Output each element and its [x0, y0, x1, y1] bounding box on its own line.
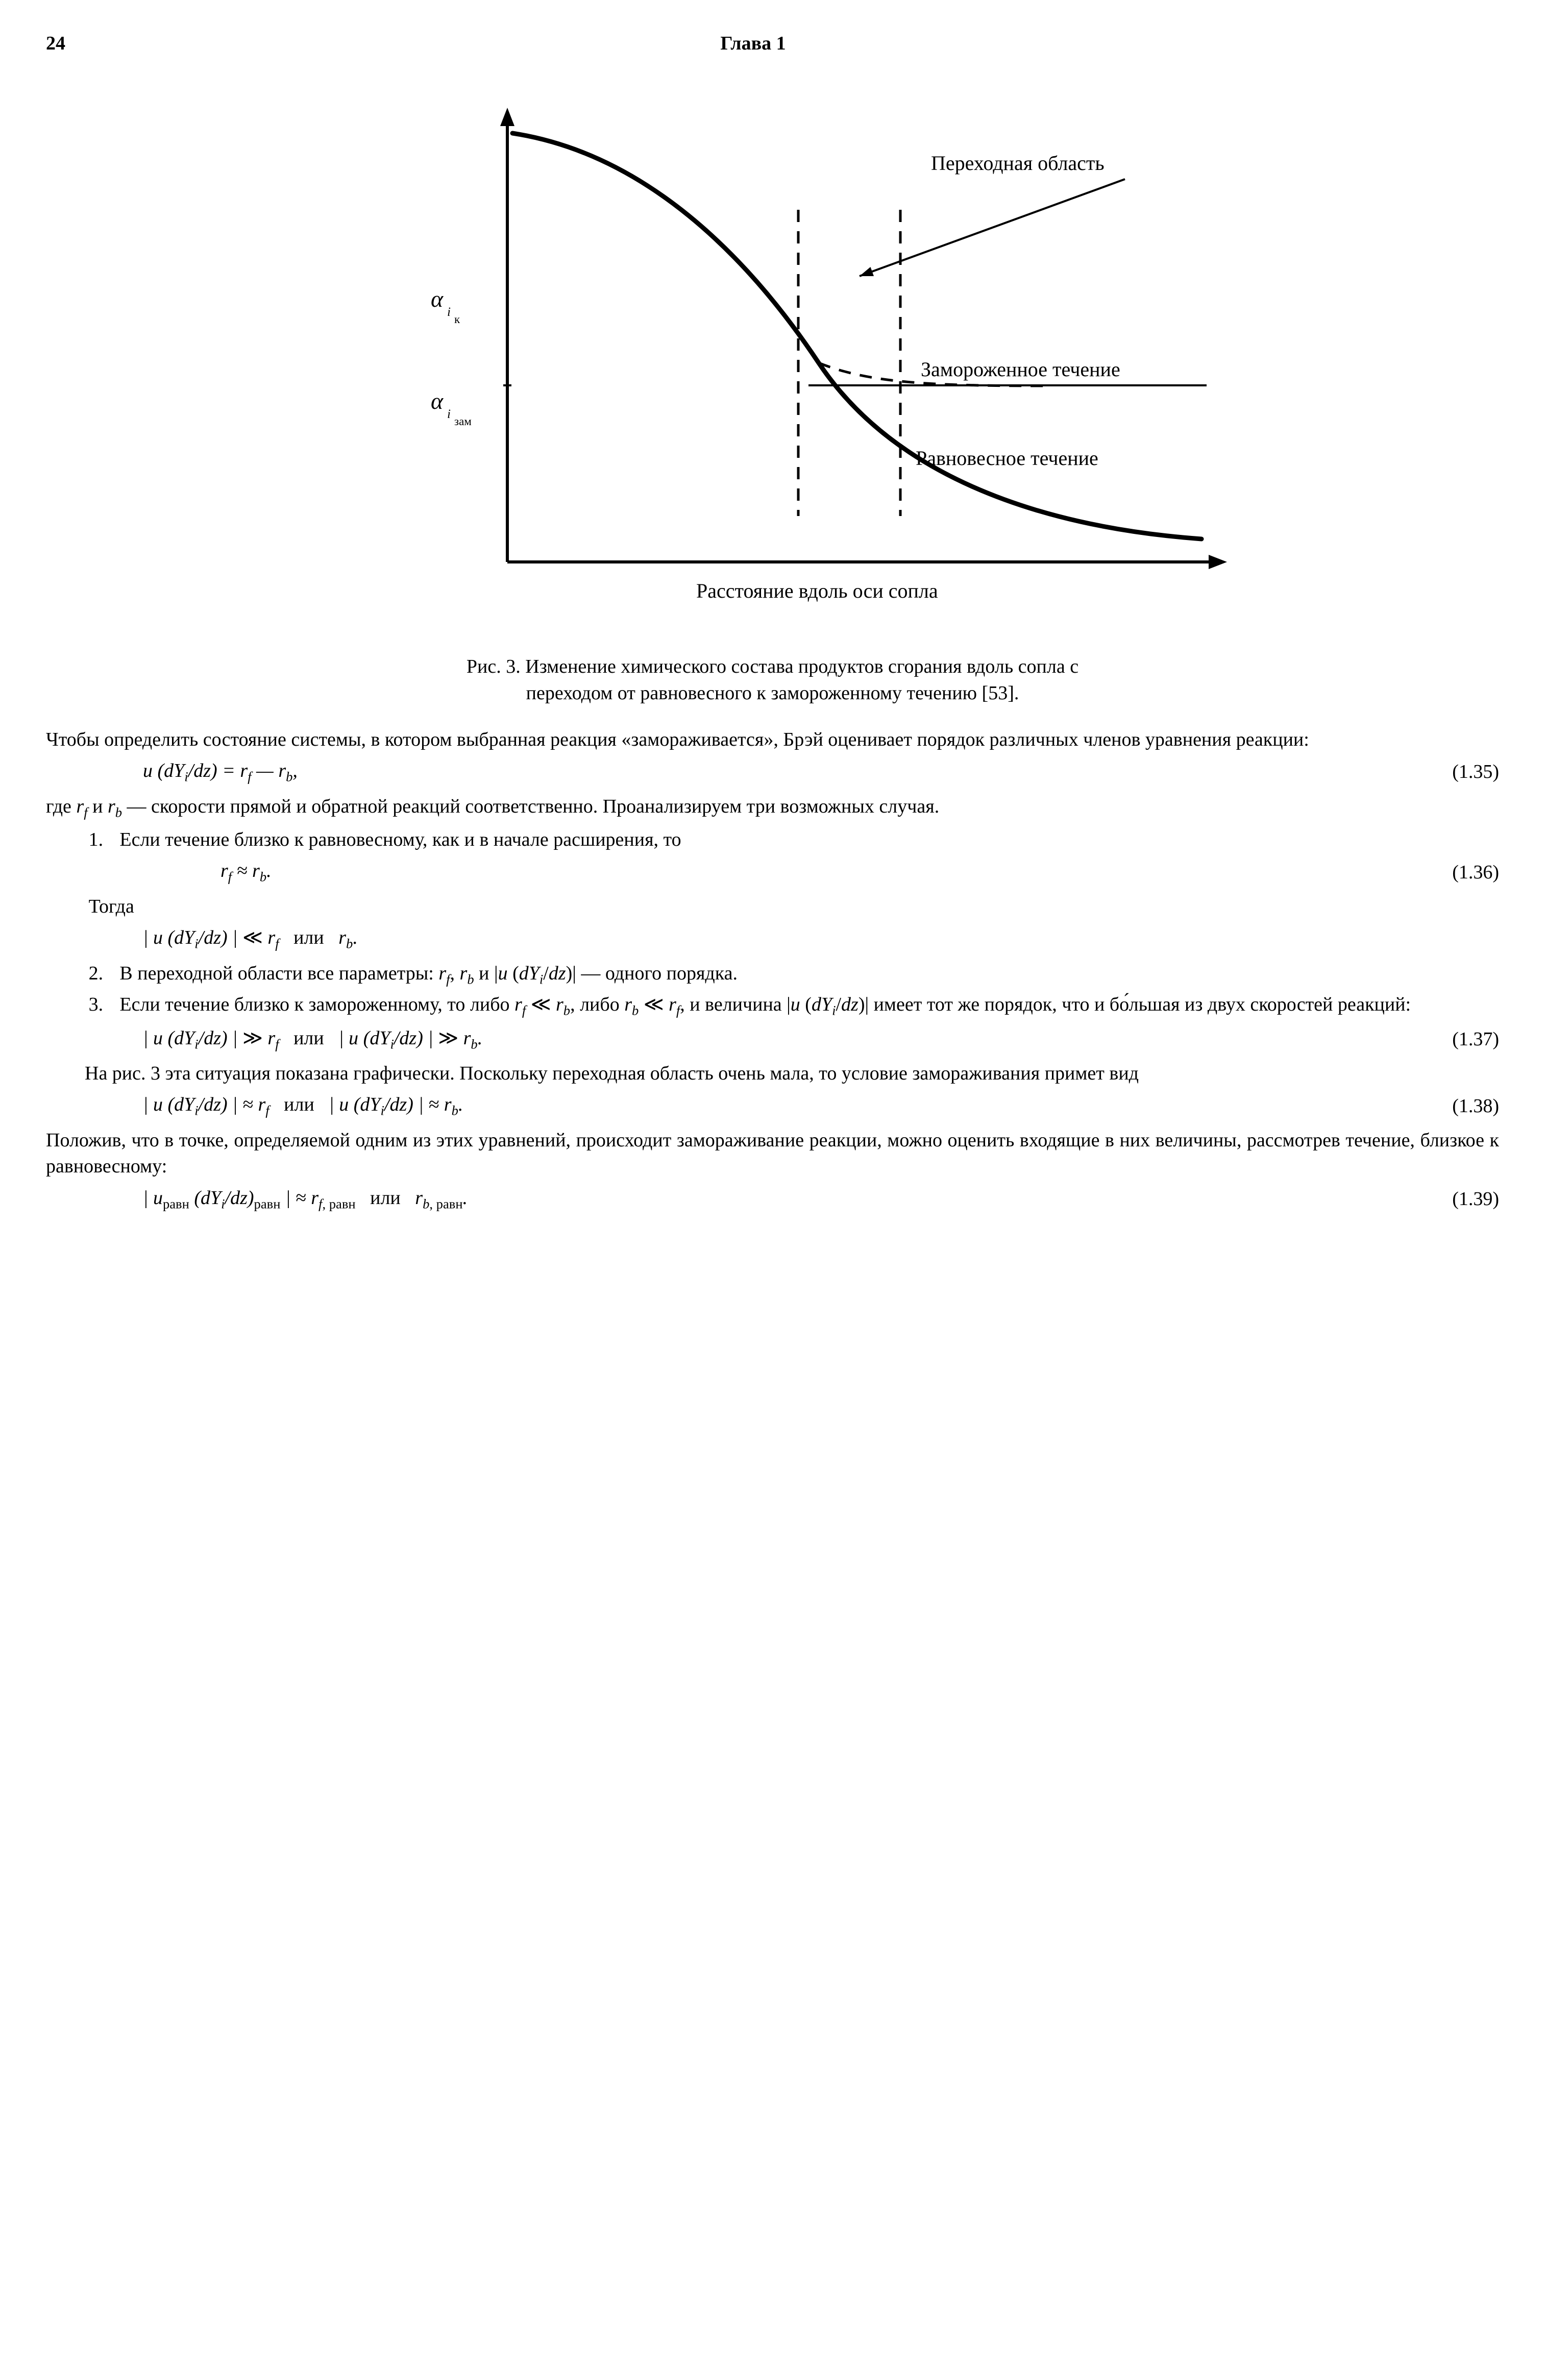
eq-1-35-num: (1.35) [1363, 759, 1499, 785]
eq-1-38-num: (1.38) [1363, 1093, 1499, 1119]
para-2-b: и [88, 796, 108, 817]
caption-line2: переходом от равновесного к замороженном… [526, 682, 1019, 704]
li2-c: | — одного порядка. [572, 963, 738, 984]
eq-1-35: u (dYi/dz) = rf — rb, (1.35) [46, 758, 1499, 786]
list-num-1: 1. [89, 827, 120, 853]
then-word: Тогда [89, 894, 1499, 920]
chapter-title: Глава 1 [65, 31, 1441, 57]
eq-1-39-num: (1.39) [1363, 1186, 1499, 1212]
page-header: 24 Глава 1 [46, 31, 1499, 57]
svg-text:Расстояние вдоль оси сопла: Расстояние вдоль оси сопла [696, 579, 938, 602]
figure-3: Переходная область Замороженное течение Ра… [46, 77, 1499, 639]
list-text-3: Если течение близко к замороженному, то … [119, 992, 1499, 1020]
svg-text:Замороженное течение: Замороженное течение [921, 358, 1120, 381]
li3-b: , либо [570, 994, 624, 1015]
eq-1-36: rf ≈ rb. (1.36) [46, 858, 1499, 886]
page-number: 24 [46, 31, 65, 57]
li2-a: В переходной области все параметры: [119, 963, 438, 984]
svg-text:Переходная область: Переходная область [931, 152, 1105, 175]
svg-text:зам: зам [454, 415, 472, 428]
list-text-1: Если течение близко к равновесному, как … [119, 827, 1499, 853]
li2-b: и | [474, 963, 498, 984]
list-item-1: 1. Если течение близко к равновесному, к… [89, 827, 1499, 853]
eq-ineq-1: | u (dYi/dz) | ≪ rf или rb. [46, 925, 1499, 953]
eq-ineq-1-body: | u (dYi/dz) | ≪ rf или rb. [46, 925, 1499, 953]
eq-1-38-body: | u (dYi/dz) | ≈ rf или | u (dYi/dz) | ≈… [46, 1092, 1363, 1120]
para-2-c: — скорости прямой и обратной реакций соо… [122, 796, 939, 817]
caption-line1: Рис. 3. Изменение химического состава пр… [467, 656, 1078, 677]
para-2: где rf и rb — скорости прямой и обратной… [46, 794, 1499, 822]
li3-d: | имеет тот же поря­док, что и бо́льшая … [865, 994, 1411, 1015]
figure-3-svg: Переходная область Замороженное течение Ра… [288, 77, 1258, 639]
eq-1-38: | u (dYi/dz) | ≈ rf или | u (dYi/dz) | ≈… [46, 1092, 1499, 1120]
list-text-2: В переходной области все параметры: rf, … [119, 961, 1499, 989]
svg-text:α: α [431, 286, 444, 312]
eq-1-36-body: rf ≈ rb. [124, 858, 1363, 886]
eq-1-36-num: (1.36) [1363, 860, 1499, 886]
list-num-2: 2. [89, 961, 120, 989]
numbered-list: 1. Если течение близко к равновесному, к… [89, 827, 1499, 853]
svg-text:i: i [447, 407, 451, 421]
para-2-a: где [46, 796, 76, 817]
list-num-3: 3. [89, 992, 120, 1020]
svg-text:Равновесное течение: Равновесное течение [916, 447, 1098, 470]
para-4: Положив, что в точке, определяемой одним… [46, 1127, 1499, 1180]
numbered-list-2: 2. В переходной области все параметры: r… [89, 961, 1499, 1020]
list-item-3: 3. Если течение близко к замороженному, … [89, 992, 1499, 1020]
eq-1-39: | uравн (dYi/dz)равн | ≈ rf, равн или rb… [46, 1185, 1499, 1213]
svg-text:к: к [454, 313, 460, 326]
li3-c: , и величина | [680, 994, 790, 1015]
eq-1-37-num: (1.37) [1363, 1026, 1499, 1052]
eq-1-39-body: | uравн (dYi/dz)равн | ≈ rf, равн или rb… [46, 1185, 1363, 1213]
eq-1-37-body: | u (dYi/dz) | ≫ rf или | u (dYi/dz) | ≫… [46, 1025, 1363, 1053]
li3-a: Если течение близко к замороженному, то … [119, 994, 514, 1015]
para-3: На рис. 3 эта ситуация показана графичес… [46, 1061, 1499, 1087]
figure-3-caption: Рис. 3. Изменение химического состава пр… [46, 654, 1499, 706]
svg-text:α: α [431, 388, 444, 414]
para-1: Чтобы определить состояние системы, в ко… [46, 727, 1499, 753]
svg-text:i: i [447, 305, 451, 319]
eq-1-37: | u (dYi/dz) | ≫ rf или | u (dYi/dz) | ≫… [46, 1025, 1499, 1053]
list-item-2: 2. В переходной области все параметры: r… [89, 961, 1499, 989]
eq-1-35-body: u (dYi/dz) = rf — rb, [46, 758, 1363, 786]
